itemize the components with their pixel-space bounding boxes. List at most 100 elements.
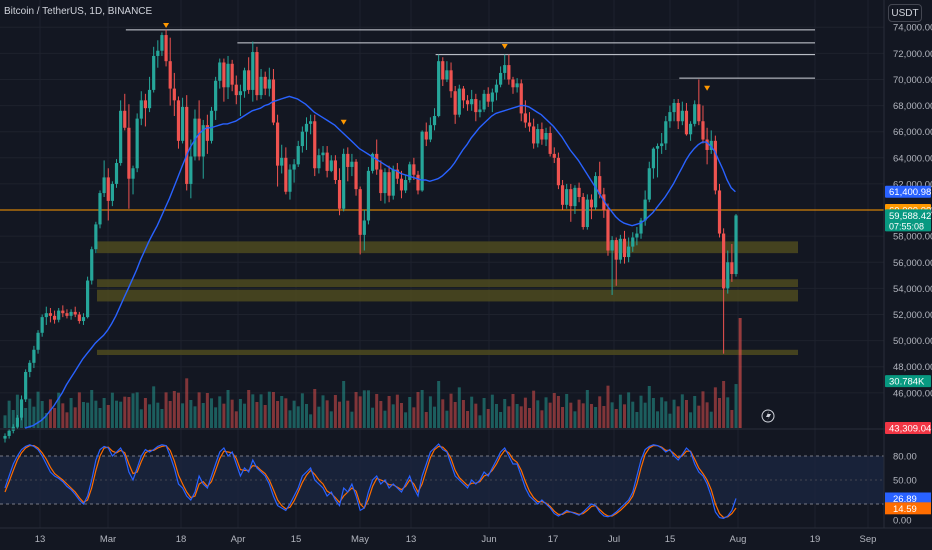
candle bbox=[470, 89, 474, 111]
peak-marker bbox=[704, 85, 711, 91]
candle-body bbox=[263, 76, 267, 89]
candle bbox=[342, 148, 346, 212]
volume-bar bbox=[594, 407, 598, 428]
candle-body bbox=[395, 169, 399, 179]
volume-bar bbox=[139, 409, 143, 428]
candle-body bbox=[333, 160, 337, 181]
volume-bar bbox=[28, 398, 32, 428]
candle bbox=[519, 79, 523, 122]
volume-bar bbox=[346, 400, 350, 428]
candle-body bbox=[337, 180, 342, 209]
time-tick-label: 13 bbox=[406, 534, 417, 545]
candle-body bbox=[218, 62, 222, 81]
candle-body bbox=[172, 88, 176, 101]
volume-bar bbox=[61, 403, 65, 428]
volume-bar bbox=[152, 386, 156, 428]
volume-bar bbox=[689, 412, 693, 428]
candle-body bbox=[693, 104, 697, 124]
volume-bar bbox=[627, 392, 631, 428]
candle-body bbox=[408, 164, 412, 181]
candle-body bbox=[585, 199, 589, 228]
volume-bar bbox=[713, 387, 717, 428]
candle bbox=[3, 433, 7, 443]
volume-bar bbox=[399, 403, 403, 428]
candle-body bbox=[321, 152, 325, 156]
candle bbox=[135, 113, 139, 173]
candle-body bbox=[370, 153, 375, 171]
candle-body bbox=[676, 102, 680, 122]
candle-body bbox=[275, 122, 280, 166]
volume-bar bbox=[437, 381, 441, 428]
time-tick-label: Jun bbox=[481, 534, 496, 545]
candle bbox=[375, 139, 379, 175]
candle bbox=[668, 105, 672, 128]
volume-bar bbox=[197, 392, 201, 428]
candle bbox=[98, 190, 102, 229]
candle-body bbox=[511, 79, 515, 88]
volume-bar bbox=[24, 408, 28, 428]
stoch-d-line bbox=[4, 444, 737, 519]
volume-bar bbox=[40, 401, 44, 428]
candle-body bbox=[230, 63, 234, 85]
candle bbox=[238, 84, 243, 117]
candle-body bbox=[61, 310, 65, 314]
volume-bar bbox=[585, 390, 589, 428]
volume-bar bbox=[461, 400, 465, 428]
price-marker-label: 61,400.98 bbox=[889, 187, 931, 198]
price-tick-label: 64,000.00 bbox=[893, 153, 932, 164]
volume-bar bbox=[523, 397, 527, 428]
candle-body bbox=[15, 417, 19, 427]
time-tick-label: 15 bbox=[665, 534, 676, 545]
volume-bar bbox=[519, 406, 523, 428]
candle bbox=[337, 168, 342, 216]
candle-body bbox=[267, 79, 271, 89]
candle bbox=[404, 174, 408, 194]
volume-bar bbox=[697, 405, 701, 428]
volume-bar bbox=[317, 406, 321, 428]
candle-body bbox=[544, 132, 548, 140]
candle-body bbox=[680, 110, 684, 122]
candle-body bbox=[701, 121, 705, 140]
currency-button[interactable]: USDT bbox=[888, 4, 922, 22]
candle-body bbox=[523, 113, 527, 123]
candle bbox=[490, 88, 494, 113]
candle bbox=[482, 89, 486, 113]
candle-body bbox=[19, 399, 24, 418]
candle-body bbox=[713, 140, 717, 191]
candle bbox=[478, 100, 482, 118]
candle bbox=[655, 143, 660, 178]
candle bbox=[214, 76, 218, 120]
candle bbox=[152, 46, 156, 93]
candle-body bbox=[560, 185, 565, 205]
candle-body bbox=[717, 190, 722, 234]
volume-bar bbox=[565, 394, 569, 428]
price-marker-label: 59,588.42 bbox=[889, 211, 931, 222]
candle bbox=[416, 170, 420, 195]
volume-bar bbox=[420, 390, 424, 428]
candle bbox=[465, 95, 470, 111]
support-zone bbox=[97, 241, 798, 254]
candle bbox=[701, 105, 705, 144]
candle bbox=[300, 126, 304, 153]
candle-body bbox=[366, 170, 371, 221]
volume-bar bbox=[734, 384, 738, 428]
volume-bar bbox=[98, 408, 102, 428]
volume-bar bbox=[503, 399, 507, 428]
candle bbox=[730, 243, 734, 282]
volume-bar bbox=[214, 407, 218, 428]
candle-body bbox=[622, 238, 627, 258]
candle bbox=[573, 185, 577, 214]
volume-bar bbox=[189, 400, 193, 428]
candle-body bbox=[251, 52, 255, 90]
volume-bar bbox=[383, 410, 387, 428]
price-marker-badge bbox=[885, 375, 931, 388]
candle-body bbox=[490, 92, 494, 102]
volume-bar bbox=[701, 391, 705, 428]
candle bbox=[197, 100, 201, 161]
candle bbox=[412, 157, 416, 181]
price-tick-label: 74,000.00 bbox=[893, 23, 932, 34]
candle bbox=[77, 311, 81, 324]
candle bbox=[185, 95, 189, 191]
time-tick-label: Aug bbox=[730, 534, 747, 545]
